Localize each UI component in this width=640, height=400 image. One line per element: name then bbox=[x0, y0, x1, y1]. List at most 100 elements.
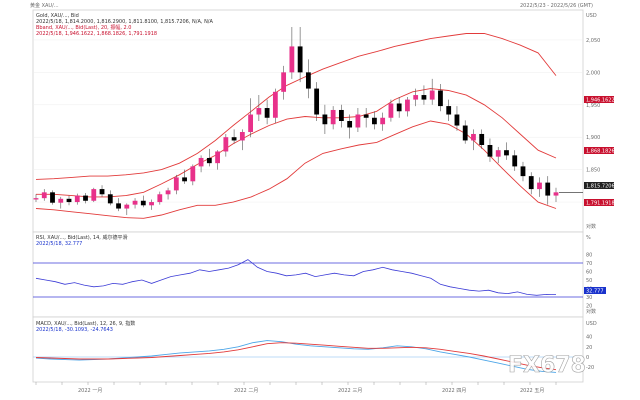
price-title: Gold, XAU/..., Bid bbox=[36, 13, 79, 19]
rsi-y-tick: 20 bbox=[586, 304, 592, 310]
bearish-candle bbox=[396, 103, 402, 112]
x-axis-tick-label: 2022 四月 bbox=[442, 388, 466, 394]
bullish-candle bbox=[239, 132, 245, 141]
bearish-candle bbox=[231, 137, 237, 141]
bullish-candle bbox=[471, 133, 476, 141]
rsi-y-tick: 50 bbox=[586, 278, 592, 284]
macd-signal-line bbox=[35, 342, 557, 371]
bearish-candle bbox=[314, 88, 320, 115]
bearish-candle bbox=[512, 155, 518, 167]
bearish-candle bbox=[446, 106, 452, 115]
bearish-candle bbox=[297, 46, 303, 73]
macd-y-tick: 20 bbox=[586, 345, 592, 351]
bullish-candle bbox=[165, 190, 171, 195]
price-unit-label: USD bbox=[586, 13, 597, 19]
rsi-value-label-bg bbox=[584, 287, 606, 294]
price-y-tick: 2,050 bbox=[586, 38, 600, 44]
rsi-title: RSI, XAU/..., Bid(Last), 14, 威尔德平滑 bbox=[36, 234, 127, 241]
x-axis-tick-label: 2022 二月 bbox=[234, 388, 258, 394]
bullish-candle bbox=[190, 166, 196, 182]
bullish-candle bbox=[157, 194, 163, 203]
bullish-candle bbox=[495, 150, 501, 157]
bullish-candle bbox=[215, 151, 220, 164]
rsi-scale-note: 对数 bbox=[586, 308, 596, 315]
bands-title: Bband, XAU/..., Bid(Last), 20, 振幅, 2.0 bbox=[36, 24, 132, 31]
bollinger-middle-line bbox=[36, 88, 557, 198]
bands-values: 2022/5/18, 1,946.1622, 1,868.1826, 1,791… bbox=[36, 31, 157, 37]
bullish-candle bbox=[537, 182, 542, 190]
bullish-candle bbox=[223, 137, 229, 152]
price-y-tick: 2,000 bbox=[586, 70, 600, 76]
bullish-candle bbox=[173, 177, 179, 191]
rsi-y-tick: 70 bbox=[586, 261, 592, 267]
macd-y-tick: 40 bbox=[586, 335, 592, 341]
rsi-y-tick: 60 bbox=[586, 270, 592, 276]
bearish-candle bbox=[438, 90, 443, 107]
bearish-candle bbox=[182, 177, 187, 182]
lower-band-label: 1,791.1918 bbox=[586, 201, 615, 207]
bearish-candle bbox=[520, 166, 526, 177]
bearish-candle bbox=[347, 121, 353, 128]
bearish-candle bbox=[83, 195, 88, 201]
bullish-candle bbox=[429, 90, 435, 100]
rsi-panel-frame bbox=[32, 231, 584, 318]
bearish-candle bbox=[338, 109, 344, 121]
last-price-label-bg bbox=[584, 182, 614, 189]
bearish-candle bbox=[50, 192, 55, 203]
rsi-values-line: 2022/5/18, 32.777 bbox=[36, 241, 82, 247]
header-instrument: 黄金 XAU/... bbox=[30, 2, 59, 9]
bearish-candle bbox=[487, 144, 493, 157]
price-scale-note: 对数 bbox=[586, 223, 596, 230]
macd-y-tick: 0 bbox=[586, 355, 589, 361]
bullish-candle bbox=[41, 192, 47, 199]
bearish-candle bbox=[107, 194, 113, 204]
bearish-candle bbox=[528, 176, 534, 190]
macd-title: MACD, XAU/..., Bid(Last), 12, 26, 9, 指数 bbox=[36, 320, 135, 327]
last-price-label: 1,815.7206 bbox=[586, 184, 615, 190]
mid-band-label: 1,868.1826 bbox=[586, 149, 615, 155]
bearish-candle bbox=[116, 203, 121, 209]
rsi-unit-label: % bbox=[586, 235, 591, 241]
price-y-tick: 1,950 bbox=[586, 103, 600, 109]
upper-band-label: 1,946.1622 bbox=[586, 98, 615, 104]
bullish-candle bbox=[198, 157, 204, 167]
lower-band-label-bg bbox=[584, 199, 614, 206]
watermark: FX678 bbox=[508, 353, 586, 378]
rsi-line bbox=[35, 259, 557, 296]
bearish-candle bbox=[421, 95, 427, 100]
bearish-candle bbox=[305, 72, 311, 89]
bullish-candle bbox=[149, 202, 154, 206]
bullish-candle bbox=[380, 117, 386, 125]
upper-band-label-bg bbox=[584, 96, 614, 103]
bearish-candle bbox=[462, 125, 468, 141]
x-axis-tick-label: 2022 五月 bbox=[520, 388, 544, 394]
bullish-candle bbox=[248, 114, 254, 133]
bullish-candle bbox=[405, 99, 410, 112]
bullish-candle bbox=[388, 103, 394, 118]
bullish-candle bbox=[289, 46, 295, 73]
header-date-range: 2022/5/23 - 2022/5/26 (GMT) bbox=[520, 3, 593, 9]
price-ohlc-line: 2022/5/18, 1,814.2000, 1,816.2900, 1,811… bbox=[36, 19, 213, 25]
bearish-candle bbox=[140, 200, 146, 206]
price-gridlines bbox=[33, 39, 583, 203]
macd-line bbox=[35, 340, 557, 373]
rsi-y-tick: 80 bbox=[586, 253, 592, 259]
price-panel-frame bbox=[32, 9, 584, 233]
bullish-candle bbox=[33, 198, 39, 200]
bearish-candle bbox=[372, 117, 377, 125]
bullish-candle bbox=[281, 72, 287, 92]
bullish-candle bbox=[58, 198, 64, 203]
bearish-candle bbox=[454, 114, 460, 126]
price-y-tick: 1,900 bbox=[586, 135, 600, 141]
bullish-candle bbox=[330, 109, 336, 125]
bullish-candle bbox=[74, 195, 80, 203]
bullish-candle bbox=[355, 114, 361, 128]
bullish-candle bbox=[91, 189, 97, 201]
bullish-candle bbox=[256, 108, 262, 115]
bearish-candle bbox=[479, 133, 485, 145]
rsi-y-tick: 30 bbox=[586, 295, 592, 301]
bullish-candle bbox=[132, 200, 138, 205]
bullish-candle bbox=[413, 95, 419, 100]
bearish-candle bbox=[545, 182, 551, 196]
